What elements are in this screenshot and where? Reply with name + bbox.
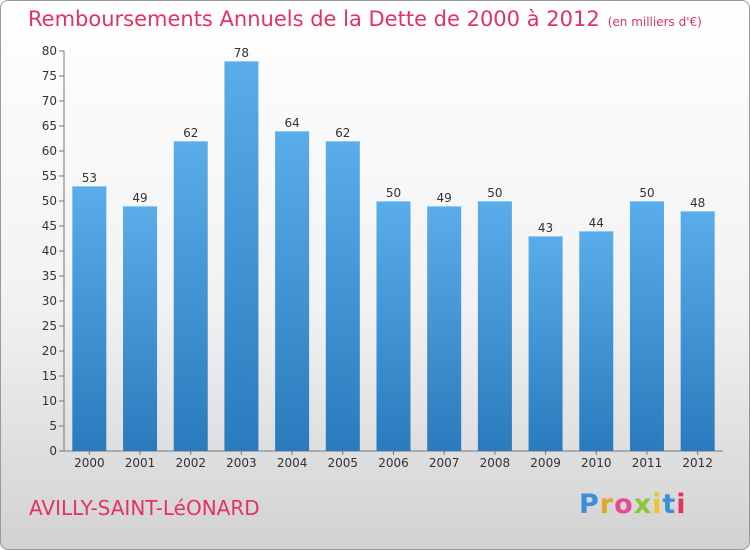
y-tick-label: 10 xyxy=(42,394,57,408)
data-label-2007: 49 xyxy=(437,191,452,205)
x-tick-label: 2000 xyxy=(74,456,105,470)
y-tick-label: 55 xyxy=(42,169,57,183)
bar-2006 xyxy=(376,201,411,451)
bar-2005 xyxy=(325,141,360,451)
logo-letter: r xyxy=(599,489,615,520)
data-label-2006: 50 xyxy=(386,186,401,200)
data-label-2005: 62 xyxy=(335,126,350,140)
data-label-2003: 78 xyxy=(234,46,249,60)
logo-letter: P xyxy=(579,489,600,520)
y-tick-label: 5 xyxy=(49,419,57,433)
y-tick-label: 60 xyxy=(42,144,57,158)
chart-unit-label: (en milliers d'€) xyxy=(607,15,702,29)
y-tick-label: 70 xyxy=(42,94,57,108)
y-axis: 0 5 10 15 20 25 30 35 40 45 50 55 60 65 70 75 80 xyxy=(42,44,65,458)
bar-2010 xyxy=(579,231,614,451)
y-tick-label: 65 xyxy=(42,119,57,133)
data-label-2008: 50 xyxy=(487,186,502,200)
bar-2009 xyxy=(528,236,563,451)
x-tick-label: 2003 xyxy=(226,456,257,470)
y-tick-label: 20 xyxy=(42,344,57,358)
x-axis: 2000 2001 2002 2003 2004 2005 2006 2007 2008 2009… xyxy=(64,450,723,470)
x-tick-label: 2004 xyxy=(277,456,308,470)
bar-2000 xyxy=(72,186,107,451)
logo-letter: t xyxy=(662,489,677,520)
proxiti-logo: Proxiti xyxy=(579,489,687,520)
y-tick-label: 0 xyxy=(49,444,57,458)
y-tick-label: 75 xyxy=(42,69,57,83)
data-label-2011: 50 xyxy=(639,186,654,200)
data-label-2001: 49 xyxy=(132,191,147,205)
x-tick-label: 2007 xyxy=(429,456,460,470)
x-tick-label: 2010 xyxy=(581,456,612,470)
bar-2004 xyxy=(275,131,310,451)
data-label-2012: 48 xyxy=(690,196,705,210)
bars-group: 53 49 62 78 64 62 50 49 50 43 44 50 48 xyxy=(72,46,715,451)
x-tick-label: 2011 xyxy=(632,456,663,470)
y-tick-label: 50 xyxy=(42,194,57,208)
logo-letter: x xyxy=(633,489,653,520)
commune-name: AVILLY-SAINT-LéONARD xyxy=(29,496,260,520)
y-tick-label: 25 xyxy=(42,319,57,333)
x-tick-label: 2008 xyxy=(480,456,511,470)
chart-title-text: Remboursements Annuels de la Dette de 20… xyxy=(28,7,600,31)
bar-2007 xyxy=(427,206,462,451)
data-label-2004: 64 xyxy=(284,116,299,130)
logo-letter: i xyxy=(652,489,663,520)
x-tick-label: 2005 xyxy=(328,456,359,470)
x-tick-label: 2009 xyxy=(530,456,561,470)
y-tick-label: 80 xyxy=(42,44,57,58)
bar-2003 xyxy=(224,61,259,451)
data-label-2009: 43 xyxy=(538,221,553,235)
x-tick-label: 2001 xyxy=(125,456,156,470)
chart-title: Remboursements Annuels de la Dette de 20… xyxy=(28,7,702,31)
bar-2012 xyxy=(680,211,715,451)
x-tick-label: 2012 xyxy=(682,456,713,470)
x-tick-label: 2002 xyxy=(175,456,206,470)
data-label-2010: 44 xyxy=(589,216,604,230)
y-tick-label: 30 xyxy=(42,294,57,308)
bar-2002 xyxy=(173,141,208,451)
bar-2001 xyxy=(123,206,158,451)
x-tick-label: 2006 xyxy=(378,456,409,470)
data-label-2002: 62 xyxy=(183,126,198,140)
y-tick-label: 45 xyxy=(42,219,57,233)
y-tick-label: 35 xyxy=(42,269,57,283)
bar-2008 xyxy=(477,201,512,451)
bar-2011 xyxy=(629,201,664,451)
logo-letter: o xyxy=(614,489,634,520)
y-tick-label: 15 xyxy=(42,369,57,383)
y-tick-label: 40 xyxy=(42,244,57,258)
data-label-2000: 53 xyxy=(82,171,97,185)
logo-letter: i xyxy=(676,489,687,520)
